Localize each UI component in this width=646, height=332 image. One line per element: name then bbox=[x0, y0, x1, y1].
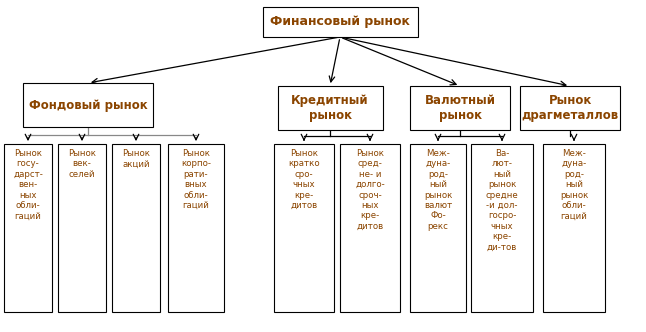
Bar bbox=[168, 144, 224, 312]
Bar bbox=[340, 144, 400, 312]
Text: Рынок
драгметаллов: Рынок драгметаллов bbox=[521, 94, 619, 122]
Text: Ва-
лют-
ный
рынок
средне
-и дол-
госро-
чных
кре-
ди-тов: Ва- лют- ный рынок средне -и дол- госро-… bbox=[486, 149, 518, 252]
Text: Рынок
акций: Рынок акций bbox=[122, 149, 150, 168]
Bar bbox=[471, 144, 533, 312]
Bar bbox=[278, 86, 382, 130]
Text: Рынок
госу-
дарст-
вен-
ных
обли-
гаций: Рынок госу- дарст- вен- ных обли- гаций bbox=[13, 149, 43, 220]
Bar bbox=[410, 144, 466, 312]
Bar bbox=[274, 144, 334, 312]
Text: Кредитный
рынок: Кредитный рынок bbox=[291, 94, 369, 122]
Bar bbox=[410, 86, 510, 130]
Bar bbox=[112, 144, 160, 312]
Bar bbox=[58, 144, 106, 312]
Bar bbox=[543, 144, 605, 312]
Text: Рынок
корпо-
рати-
вных
обли-
гаций: Рынок корпо- рати- вных обли- гаций bbox=[181, 149, 211, 210]
Text: Меж-
дуна-
род-
ный
рынок
обли-
гаций: Меж- дуна- род- ный рынок обли- гаций bbox=[560, 149, 589, 220]
Bar bbox=[4, 144, 52, 312]
Text: Рынок
кратко
сро-
чных
кре-
дитов: Рынок кратко сро- чных кре- дитов bbox=[288, 149, 320, 210]
Text: Валютный
рынок: Валютный рынок bbox=[424, 94, 495, 122]
Text: Рынок
сред-
не- и
долго-
сроч-
ных
кре-
дитов: Рынок сред- не- и долго- сроч- ных кре- … bbox=[355, 149, 385, 231]
Text: Финансовый рынок: Финансовый рынок bbox=[270, 16, 410, 29]
Text: Рынок
век-
селей: Рынок век- селей bbox=[68, 149, 96, 179]
Text: Фондовый рынок: Фондовый рынок bbox=[28, 99, 147, 112]
Bar bbox=[23, 83, 153, 127]
Text: Меж-
дуна-
род-
ный
рынок
валют
Фо-
рекс: Меж- дуна- род- ный рынок валют Фо- рекс bbox=[424, 149, 452, 231]
Bar bbox=[520, 86, 620, 130]
Bar bbox=[262, 7, 417, 37]
